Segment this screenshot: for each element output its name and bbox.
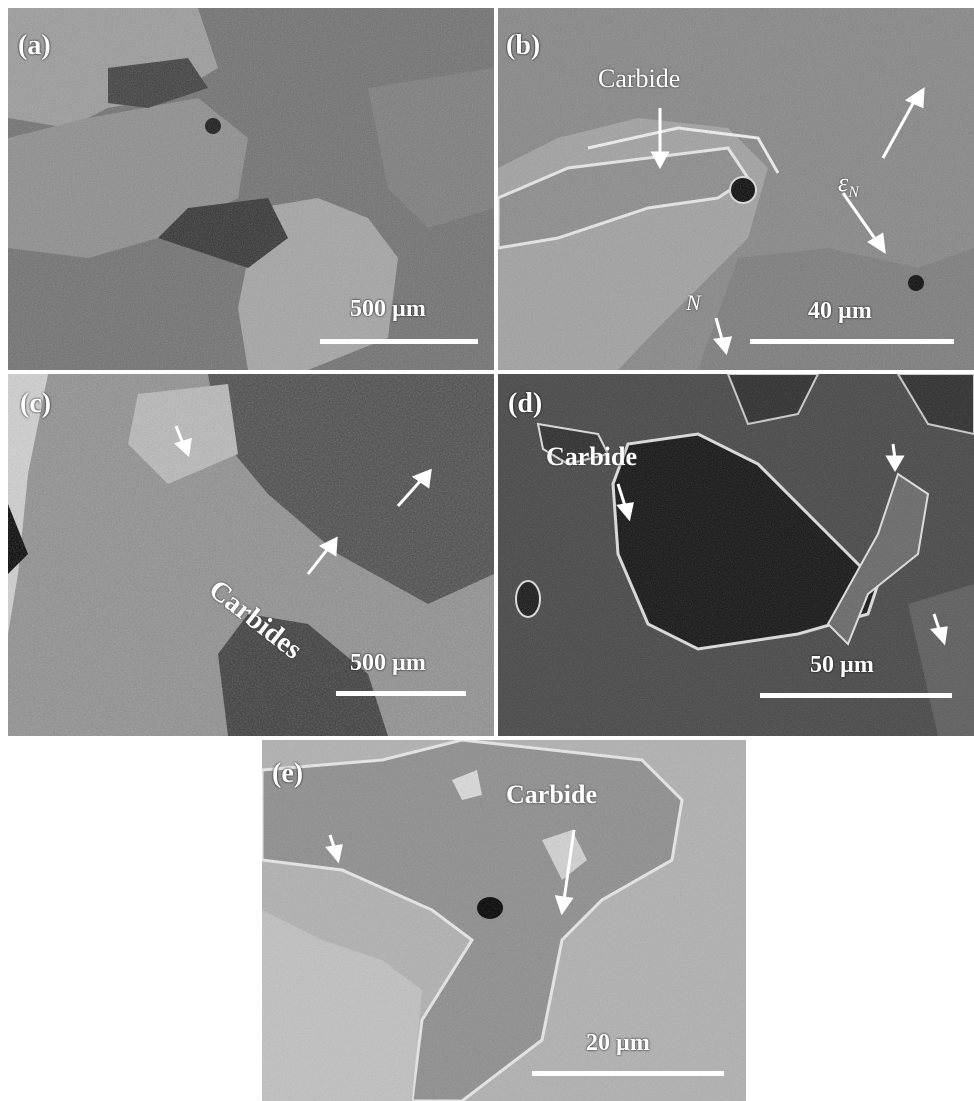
scale-text-b: 40 µm [808,298,872,324]
scale-text-a: 500 µm [350,296,426,322]
scale-bar-b: 40 µm [750,298,954,344]
scale-line-c [336,691,466,696]
panel-label-c: (c) [20,388,52,419]
scale-text-c: 500 µm [350,650,426,676]
sem-image-e [262,740,746,1101]
scale-line-e [532,1071,724,1076]
arrows-e [325,829,576,916]
panel-d: (d) Carbide 50 µm [498,374,974,736]
scale-line-d [760,693,952,698]
arrows-c [174,425,432,575]
sem-image-d [498,374,974,736]
panel-label-b: (b) [506,30,541,61]
n-label-b: N [686,290,701,315]
carbide-label-e: Carbide [506,780,597,809]
scale-line-a [320,339,478,344]
scale-bar-a: 500 µm [320,296,478,344]
scale-line-b [750,339,954,344]
carbide-label-b: Carbide [598,64,681,93]
scale-bar-d: 50 µm [760,652,952,698]
sem-image-c [8,374,494,736]
panel-label-e: (e) [272,758,304,789]
scale-bar-e: 20 µm [532,1030,724,1076]
epsilon-symbol: ε [838,168,849,197]
panel-c: (c) Carbides 500 µm [8,374,494,736]
panel-label-d: (d) [508,388,543,419]
epsilon-subscript: N [848,184,859,202]
panel-a: (a) 500 µm [8,8,494,370]
scale-bar-c: 500 µm [336,650,466,696]
panel-e: (e) Carbide 20 µm [262,740,746,1101]
scale-text-d: 50 µm [810,652,874,678]
panel-b: (b) Carbide εN N 40 µm [498,8,974,370]
panel-label-a: (a) [18,30,51,61]
sem-image-a [8,8,494,370]
epsilon-label-b: εN [838,168,859,202]
arrows-b [650,87,925,356]
scale-text-e: 20 µm [586,1030,650,1056]
carbide-label-d: Carbide [546,442,637,471]
arrows-d [616,443,948,646]
